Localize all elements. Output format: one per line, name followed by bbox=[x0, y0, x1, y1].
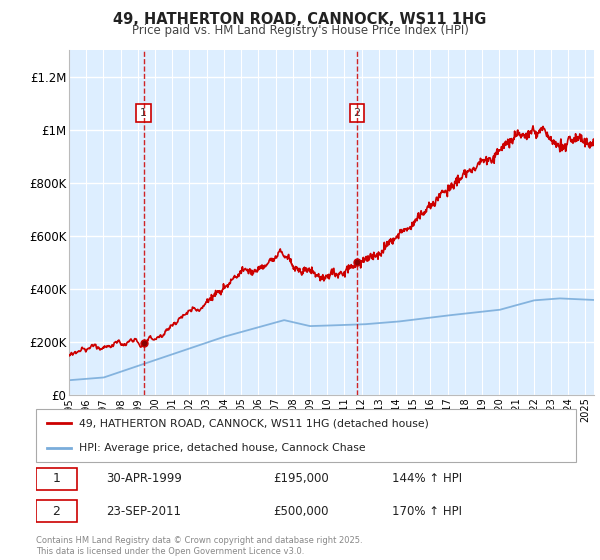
FancyBboxPatch shape bbox=[36, 409, 576, 462]
Text: 30-APR-1999: 30-APR-1999 bbox=[106, 473, 182, 486]
FancyBboxPatch shape bbox=[36, 468, 77, 490]
Text: HPI: Average price, detached house, Cannock Chase: HPI: Average price, detached house, Cann… bbox=[79, 442, 366, 452]
Text: 49, HATHERTON ROAD, CANNOCK, WS11 1HG: 49, HATHERTON ROAD, CANNOCK, WS11 1HG bbox=[113, 12, 487, 27]
Text: 2: 2 bbox=[353, 108, 361, 118]
Text: £500,000: £500,000 bbox=[274, 505, 329, 517]
FancyBboxPatch shape bbox=[36, 500, 77, 522]
Text: 2: 2 bbox=[52, 505, 60, 517]
Text: Contains HM Land Registry data © Crown copyright and database right 2025.
This d: Contains HM Land Registry data © Crown c… bbox=[36, 536, 362, 556]
Text: 144% ↑ HPI: 144% ↑ HPI bbox=[392, 473, 463, 486]
Text: 170% ↑ HPI: 170% ↑ HPI bbox=[392, 505, 463, 517]
Text: 23-SEP-2011: 23-SEP-2011 bbox=[106, 505, 181, 517]
Text: 1: 1 bbox=[140, 108, 147, 118]
Text: 49, HATHERTON ROAD, CANNOCK, WS11 1HG (detached house): 49, HATHERTON ROAD, CANNOCK, WS11 1HG (d… bbox=[79, 418, 429, 428]
Text: 1: 1 bbox=[52, 473, 60, 486]
Text: Price paid vs. HM Land Registry's House Price Index (HPI): Price paid vs. HM Land Registry's House … bbox=[131, 24, 469, 37]
Text: £195,000: £195,000 bbox=[274, 473, 329, 486]
